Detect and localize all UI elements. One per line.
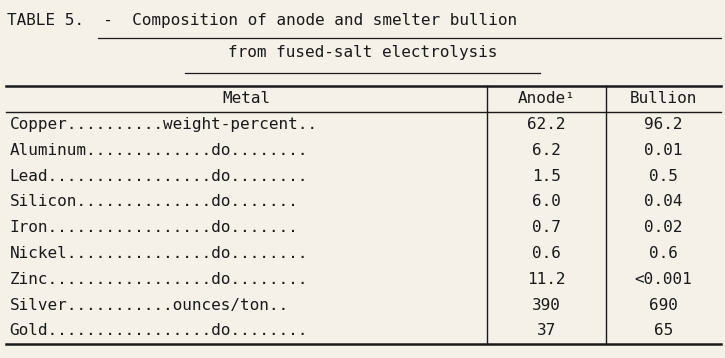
Text: <0.001: <0.001 (635, 272, 692, 287)
Text: Gold.................do........: Gold.................do........ (9, 323, 308, 338)
Text: Silicon..............do.......: Silicon..............do....... (9, 194, 298, 209)
Text: Aluminum.............do........: Aluminum.............do........ (9, 143, 308, 158)
Text: 0.6: 0.6 (532, 246, 561, 261)
Text: Zinc.................do........: Zinc.................do........ (9, 272, 308, 287)
Text: 0.04: 0.04 (645, 194, 683, 209)
Text: 0.01: 0.01 (645, 143, 683, 158)
Text: 62.2: 62.2 (527, 117, 566, 132)
Text: 0.6: 0.6 (650, 246, 678, 261)
Text: 6.2: 6.2 (532, 143, 561, 158)
Text: 37: 37 (537, 323, 556, 338)
Text: Iron.................do.......: Iron.................do....... (9, 220, 298, 235)
Text: Copper..........weight-percent..: Copper..........weight-percent.. (9, 117, 318, 132)
Text: Metal: Metal (223, 91, 270, 106)
Text: 1.5: 1.5 (532, 169, 561, 184)
Text: Bullion: Bullion (630, 91, 697, 106)
Text: Lead.................do........: Lead.................do........ (9, 169, 308, 184)
Text: 0.5: 0.5 (650, 169, 678, 184)
Text: 0.02: 0.02 (645, 220, 683, 235)
Text: Nickel...............do........: Nickel...............do........ (9, 246, 308, 261)
Text: 0.7: 0.7 (532, 220, 561, 235)
Text: 6.0: 6.0 (532, 194, 561, 209)
Text: 65: 65 (654, 323, 674, 338)
Text: Silver...........ounces/ton..: Silver...........ounces/ton.. (9, 297, 289, 313)
Text: 690: 690 (650, 297, 678, 313)
Text: 11.2: 11.2 (527, 272, 566, 287)
Text: from fused-salt electrolysis: from fused-salt electrolysis (228, 45, 497, 60)
Text: 390: 390 (532, 297, 561, 313)
Text: TABLE 5.  -  Composition of anode and smelter bullion: TABLE 5. - Composition of anode and smel… (7, 13, 518, 28)
Text: Anode¹: Anode¹ (518, 91, 576, 106)
Text: 96.2: 96.2 (645, 117, 683, 132)
